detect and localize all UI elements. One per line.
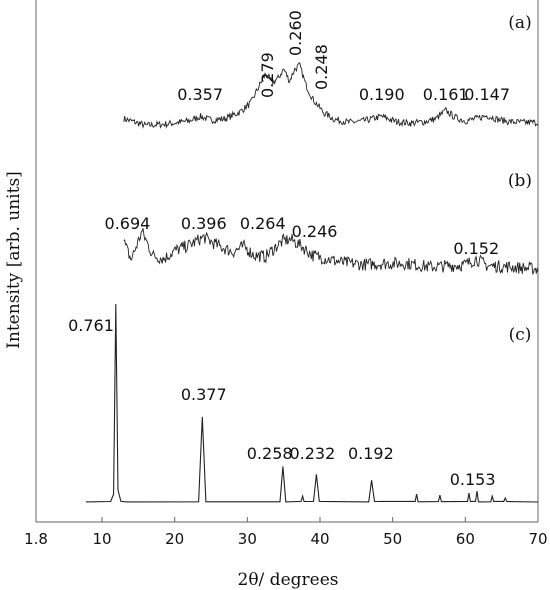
x-axis-label: 2θ/ degrees	[238, 570, 339, 590]
peak-label: 0.396	[181, 214, 227, 233]
xrd-trace-c	[85, 303, 539, 503]
peak-label: 0.192	[348, 444, 394, 463]
peak-label: 0.147	[464, 85, 510, 104]
x-tick-label: 40	[310, 530, 329, 548]
peak-label: 0.357	[177, 85, 223, 104]
peak-label: 0.694	[105, 214, 151, 233]
x-tick-label: 50	[383, 530, 402, 548]
peak-label: 0.152	[453, 239, 499, 258]
x-tick-label: 70	[528, 530, 547, 548]
plot-frame	[35, 0, 539, 523]
peak-label: 0.153	[450, 470, 496, 489]
x-tick-label: 20	[165, 530, 184, 548]
peak-label: 0.264	[240, 214, 286, 233]
x-tick-label: 60	[456, 530, 475, 548]
panel-label: (a)	[508, 13, 531, 33]
x-tick-label: 10	[92, 530, 111, 548]
peak-label: 0.248	[312, 44, 331, 90]
peak-label: 0.377	[181, 385, 227, 404]
x-tick-label: 1.8	[24, 530, 48, 548]
peak-label: 0.761	[68, 316, 114, 335]
xrd-trace-b	[123, 228, 539, 275]
panel-label: (c)	[509, 325, 532, 345]
peak-label: 0.232	[289, 444, 335, 463]
peak-label: 0.258	[247, 444, 293, 463]
peak-label: 0.246	[292, 222, 338, 241]
series-layer	[85, 62, 539, 503]
xrd-trace-a	[123, 62, 539, 129]
peak-label: 0.190	[359, 85, 405, 104]
y-axis-label: Intensity [arb. units]	[4, 171, 24, 349]
x-axis: 1.8 10 20 30 40 50 60 70	[24, 517, 548, 548]
peak-label: 0.161	[423, 85, 469, 104]
panel-label: (b)	[508, 171, 532, 191]
peak-label: 0.260	[286, 10, 305, 56]
peak-label: 0.279	[258, 52, 277, 98]
x-tick-label: 30	[238, 530, 257, 548]
